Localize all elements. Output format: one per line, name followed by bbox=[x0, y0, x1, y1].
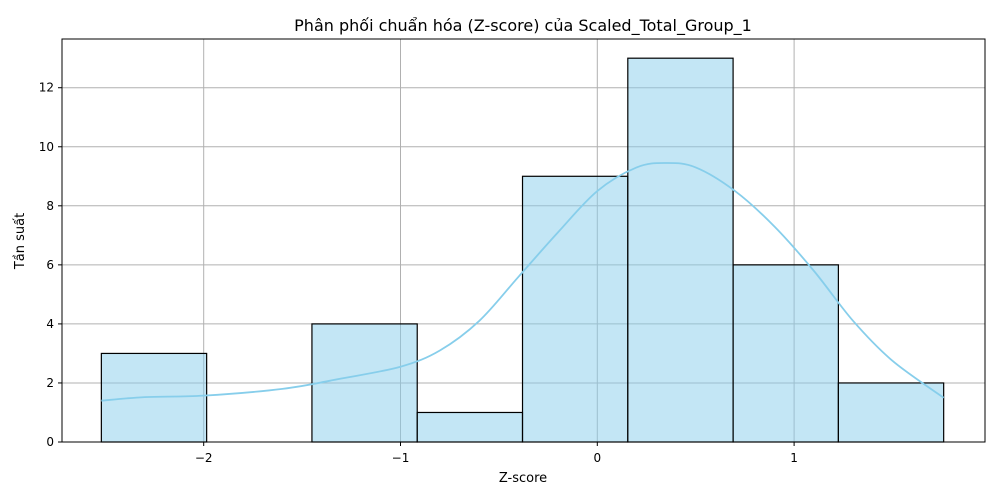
x-tick-label: −2 bbox=[195, 451, 213, 465]
y-tick-label: 4 bbox=[46, 317, 54, 331]
plot-frame bbox=[61, 38, 986, 443]
histogram-bar bbox=[416, 411, 524, 443]
y-tick-label: 8 bbox=[46, 199, 54, 213]
x-axis-label: Z-score bbox=[499, 471, 547, 486]
histogram-bar bbox=[521, 175, 629, 443]
y-tick-label: 0 bbox=[46, 435, 54, 449]
kde-curve bbox=[101, 162, 945, 402]
y-tick-label: 6 bbox=[46, 258, 54, 272]
histogram-bar bbox=[627, 57, 734, 443]
y-axis-label: Tần suất bbox=[13, 213, 28, 270]
bars-layer bbox=[100, 57, 945, 443]
histogram-bar bbox=[837, 382, 945, 443]
x-tick-label: −1 bbox=[392, 451, 410, 465]
chart-title: Phân phối chuẩn hóa (Z-score) của Scaled… bbox=[294, 16, 752, 36]
x-tick-label: 1 bbox=[790, 451, 798, 465]
y-tick-label: 12 bbox=[39, 81, 54, 95]
y-tick-label: 2 bbox=[46, 376, 54, 390]
kde-layer bbox=[101, 162, 945, 402]
histogram-bar bbox=[732, 264, 839, 443]
y-tick-label: 10 bbox=[39, 140, 54, 154]
x-tick-label: 0 bbox=[593, 451, 601, 465]
histogram-bar bbox=[311, 323, 418, 443]
